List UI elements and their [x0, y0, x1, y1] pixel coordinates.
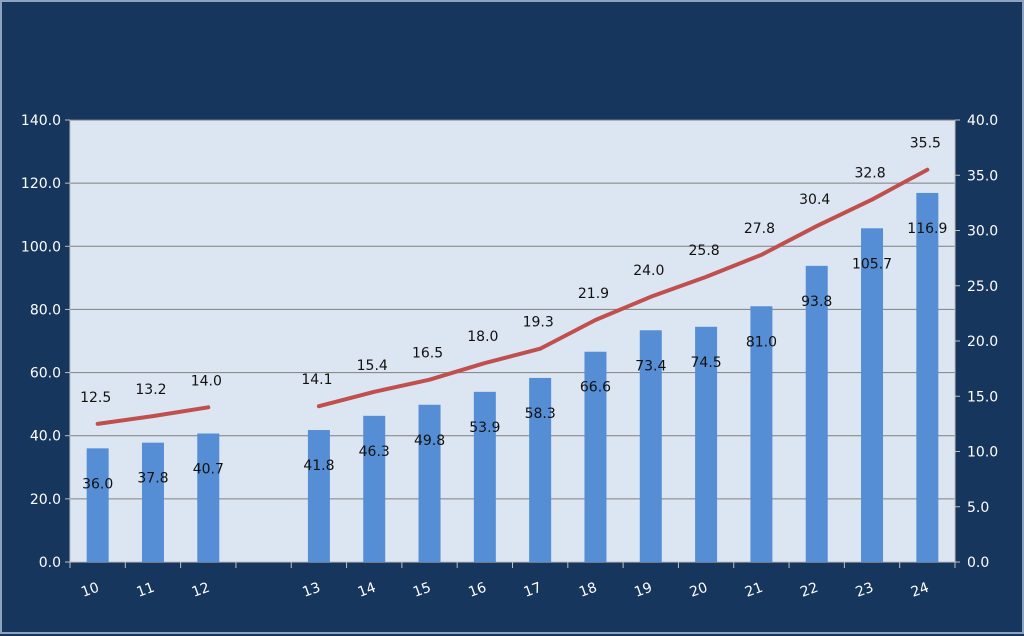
bar-data-label: 74.5	[691, 355, 722, 371]
y-left-tick-label: 60.0	[30, 366, 61, 382]
line-data-label: 32.8	[854, 166, 885, 182]
x-tick-label: 18	[577, 580, 599, 601]
line-data-label: 13.2	[135, 382, 166, 398]
y-left-tick-label: 120.0	[21, 176, 61, 192]
x-tick-label: 20	[688, 580, 710, 601]
bar-data-label: 116.9	[907, 221, 947, 237]
bar-data-label: 40.7	[193, 462, 224, 478]
y-right-tick-label: 0.0	[967, 555, 989, 571]
x-tick-label: 12	[190, 580, 212, 601]
x-tick-label: 24	[909, 580, 931, 601]
y-right-tick-label: 35.0	[967, 168, 998, 184]
y-right-tick-label: 5.0	[967, 500, 989, 516]
x-tick-label: 13	[300, 580, 322, 601]
line-data-label: 18.0	[467, 329, 498, 345]
bar	[861, 228, 884, 563]
bar-data-label: 73.4	[635, 358, 666, 374]
x-tick-label: 14	[356, 580, 378, 601]
bar	[805, 265, 828, 562]
line-data-label: 27.8	[744, 221, 775, 237]
bar	[418, 404, 441, 562]
bar	[141, 442, 164, 562]
y-left-tick-label: 40.0	[30, 429, 61, 445]
bar-data-label: 41.8	[303, 458, 334, 474]
bar	[584, 351, 607, 562]
bar	[916, 192, 939, 562]
x-tick-label: 16	[466, 580, 488, 601]
line-data-label: 19.3	[523, 315, 554, 331]
y-right-tick-label: 40.0	[967, 113, 998, 129]
y-left-tick-label: 140.0	[21, 113, 61, 129]
x-tick-label: 15	[411, 580, 433, 601]
bar	[639, 330, 662, 562]
bar-data-label: 36.0	[82, 476, 113, 492]
y-right-tick-label: 25.0	[967, 279, 998, 295]
y-left-tick-label: 80.0	[30, 302, 61, 318]
bar-data-label: 46.3	[359, 444, 390, 460]
x-tick-label: 11	[134, 580, 156, 601]
y-left-tick-label: 20.0	[30, 492, 61, 508]
bar	[750, 306, 773, 562]
line-series-segment	[316, 167, 930, 409]
line-data-label: 14.1	[301, 372, 332, 388]
x-tick-label: 22	[798, 580, 820, 601]
bar-data-label: 37.8	[137, 471, 168, 487]
line-data-label: 12.5	[80, 390, 111, 406]
bar	[307, 430, 330, 562]
bar-data-label: 49.8	[414, 433, 445, 449]
line-data-label: 24.0	[633, 263, 664, 279]
y-left-tick-label: 0.0	[39, 555, 61, 571]
bar-data-label: 53.9	[469, 420, 500, 436]
bar-data-label: 93.8	[801, 294, 832, 310]
line-data-label: 30.4	[799, 192, 830, 208]
bar-data-label: 66.6	[580, 380, 611, 396]
bar	[363, 415, 386, 562]
line-data-label: 14.0	[191, 373, 222, 389]
line-data-label: 35.5	[910, 136, 941, 152]
x-tick-label: 21	[743, 580, 765, 601]
line-series-segment	[95, 405, 211, 426]
bar	[695, 326, 718, 562]
y-right-tick-label: 20.0	[967, 334, 998, 350]
x-tick-label: 19	[632, 580, 654, 601]
bar	[529, 377, 552, 562]
line-data-label: 16.5	[412, 346, 443, 362]
bar-data-label: 81.0	[746, 334, 777, 350]
y-right-tick-label: 10.0	[967, 445, 998, 461]
line-data-label: 25.8	[689, 243, 720, 259]
bar	[197, 433, 220, 562]
bar-data-label: 58.3	[525, 406, 556, 422]
bar	[473, 391, 496, 562]
x-tick-label: 17	[522, 580, 544, 601]
bar-data-label: 105.7	[852, 256, 892, 272]
bar	[86, 448, 109, 562]
y-right-tick-label: 30.0	[967, 224, 998, 240]
line-data-label: 21.9	[578, 286, 609, 302]
line-data-label: 15.4	[357, 358, 388, 374]
x-tick-label: 23	[854, 580, 876, 601]
x-tick-label: 10	[79, 580, 101, 601]
y-left-tick-label: 100.0	[21, 239, 61, 255]
y-right-tick-label: 15.0	[967, 389, 998, 405]
